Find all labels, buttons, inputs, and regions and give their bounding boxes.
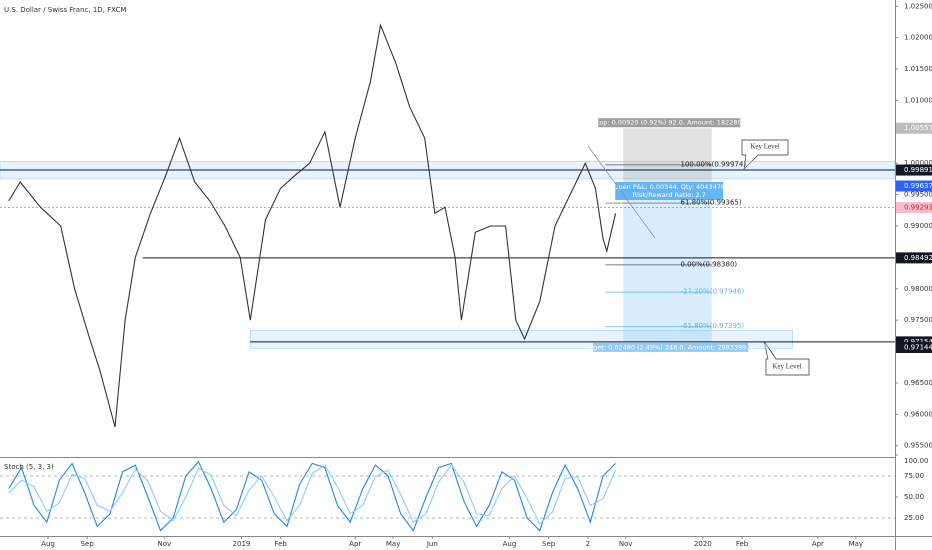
y-tick-label: 25.00: [904, 514, 924, 522]
fib-label: 100.00%(0.99974): [681, 160, 747, 168]
ratio-text: Risk/Reward Ratio: 2.7: [633, 191, 706, 199]
y-tick-label: 75.00: [904, 472, 924, 480]
annotation: Key Level: [772, 363, 801, 371]
price-label: 0.99293: [904, 204, 932, 212]
series-line: [8, 464, 617, 525]
price-label-bg: [896, 122, 932, 134]
label-bg: [615, 182, 724, 201]
fib-label: -27.20%(0.97946): [681, 288, 745, 296]
annotation: Key Level: [750, 143, 779, 151]
price-label: 0.99891: [904, 166, 932, 174]
y-tick-label: 0.99500: [904, 191, 932, 199]
x-tick-label: Nov: [619, 540, 633, 548]
price-label: 0.98492: [904, 254, 932, 262]
x-tick-label: Apr: [812, 540, 824, 548]
x-tick-label: Feb: [736, 540, 749, 548]
label-bg: [598, 118, 741, 128]
y-tick-label: 100.00: [904, 457, 929, 465]
x-tick-label: Aug: [41, 540, 55, 548]
price-label-bg: [896, 336, 932, 348]
fib-label: -61.80%(0.97395): [681, 322, 745, 330]
price-label-bg: [896, 202, 932, 214]
x-tick-label: 2019: [233, 540, 251, 548]
y-tick-label: 50.00: [904, 493, 924, 501]
price-label-bg: [896, 164, 932, 176]
x-tick-label: Sep: [81, 540, 95, 548]
target-zone: [623, 186, 712, 342]
price-label-bg: [896, 180, 932, 192]
x-tick-label: Aug: [503, 540, 517, 548]
x-tick-label: Apr: [349, 540, 361, 548]
y-tick-label: 1.01500: [904, 65, 932, 73]
pnl-text: Open P&L: 0.00344, Qty: 4043478: [613, 183, 725, 191]
series-line: [8, 23, 617, 428]
fib-label: 0.00%(0.98380): [681, 260, 738, 268]
price-label: 0.97144: [904, 343, 932, 351]
target-text: Target: 0.02480 (2.49%) 248.0, Amount: 2…: [583, 343, 757, 351]
x-tick-label: Jun: [426, 540, 438, 548]
callout-box: [741, 139, 789, 170]
x-tick-label: May: [849, 540, 863, 548]
y-tick-label: 0.97500: [904, 316, 932, 324]
y-tick-label: 1.02500: [904, 2, 932, 10]
stop-text: Stop: 0.00920 (0.92%) 92.0, Amount: 1822…: [593, 119, 746, 127]
y-tick-label: 0.96500: [904, 379, 932, 387]
x-tick-label: Nov: [158, 540, 172, 548]
label-bg: [593, 342, 749, 352]
x-tick-label: Feb: [274, 540, 287, 548]
y-tick-label: 0.96000: [904, 410, 932, 418]
stop-zone: [623, 128, 712, 187]
chart-title: U.S. Dollar / Swiss Franc, 1D, FXCM: [4, 6, 126, 14]
callout: Key Level: [763, 340, 810, 376]
fib-label: 61.80%(0.99365): [681, 199, 742, 207]
callout: Key Level: [741, 139, 789, 170]
x-tick-label: 2: [586, 540, 590, 548]
y-tick-label: 0.98000: [904, 285, 932, 293]
x-tick-label: May: [386, 540, 400, 548]
callout-box: [763, 340, 810, 376]
indicator-title: Stoch (5, 3, 3): [4, 463, 54, 471]
price-label-bg: [896, 341, 932, 353]
y-tick-label: 1.00000: [904, 159, 932, 167]
price-label: 0.97154: [904, 338, 932, 346]
price-label: 1.00557: [904, 124, 932, 132]
price-label: 0.99637: [904, 182, 932, 190]
y-tick-label: 1.02000: [904, 34, 932, 42]
x-tick-label: 2020: [694, 540, 712, 548]
price-label-bg: [896, 252, 932, 264]
y-tick-label: 0.99000: [904, 222, 932, 230]
y-tick-label: 1.01000: [904, 96, 932, 104]
x-tick-label: Sep: [542, 540, 556, 548]
y-tick-label: 0.95500: [904, 442, 932, 450]
trend-line: [587, 145, 656, 239]
series-line: [8, 460, 616, 532]
